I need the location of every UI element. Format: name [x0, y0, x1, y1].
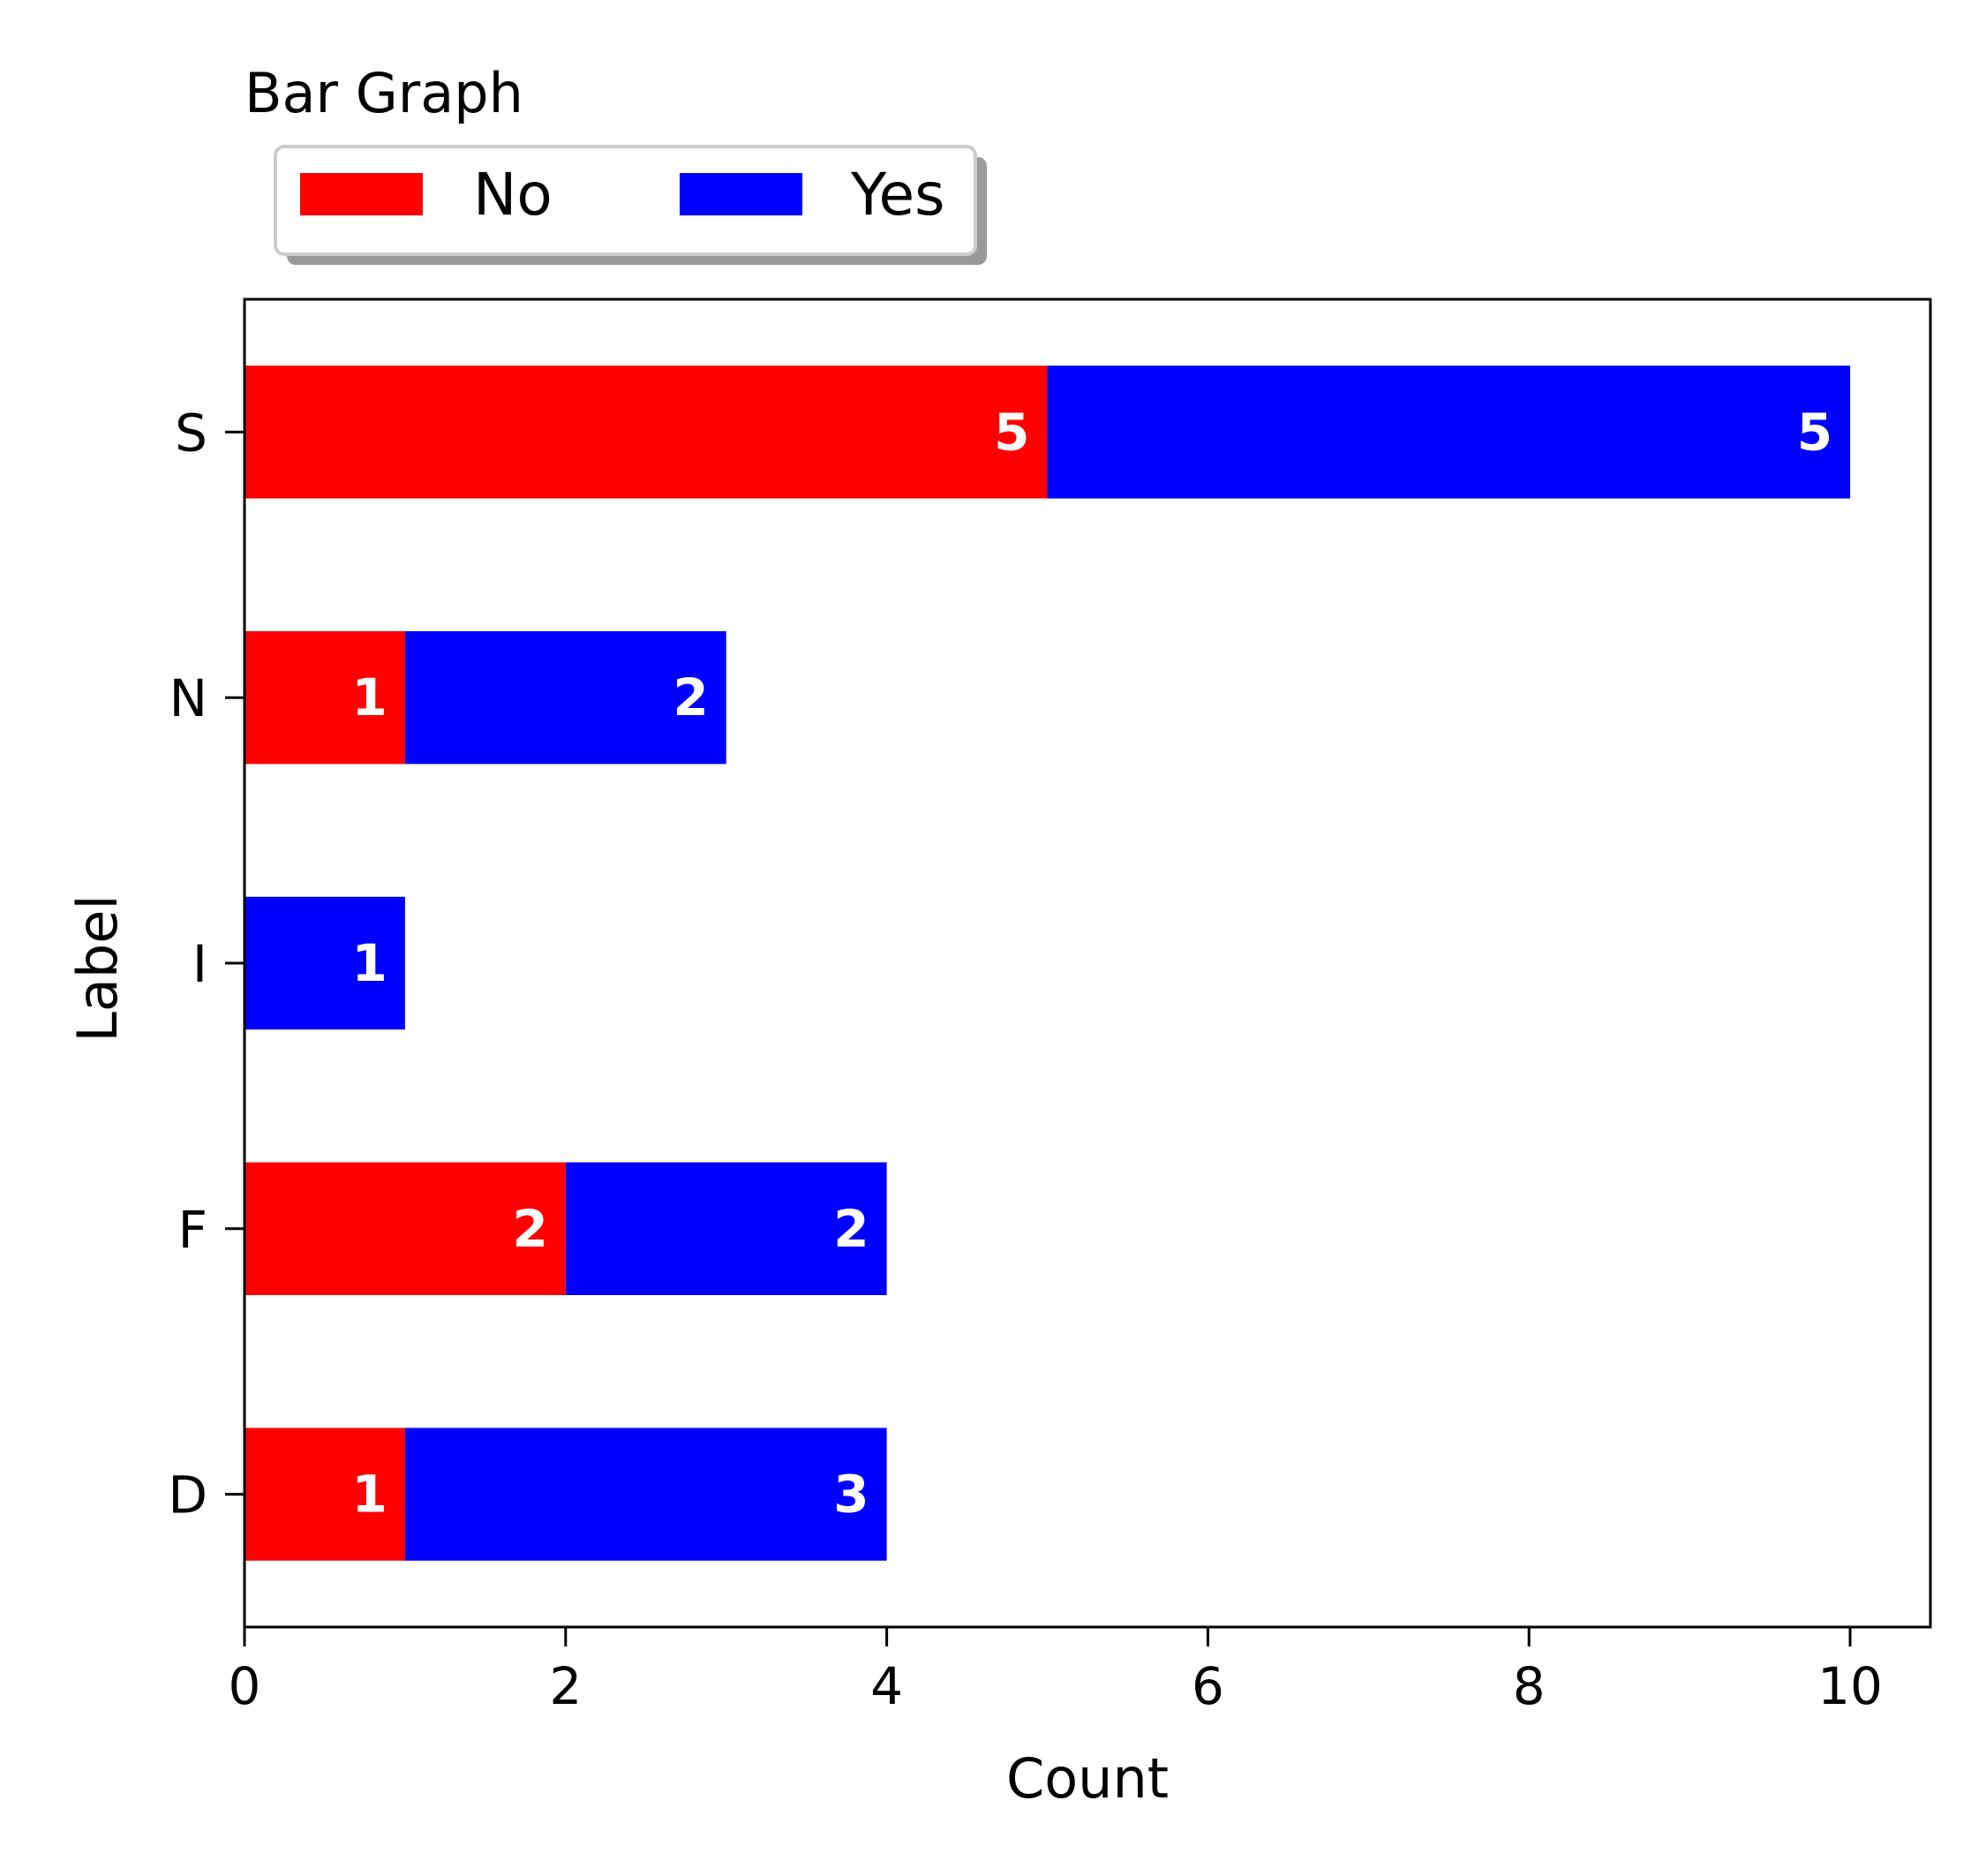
bar-yes-N — [404, 631, 726, 765]
data-label-yes-F: 2 — [833, 1199, 869, 1259]
y-tick-label-S: S — [175, 403, 207, 463]
data-label-no-N: 1 — [352, 667, 387, 727]
y-tick-label-N: N — [169, 668, 207, 728]
y-tick-label-I: I — [192, 934, 207, 994]
data-label-yes-N: 2 — [673, 667, 708, 727]
bars-layer: 1 3 2 2 1 1 2 5 5 — [244, 365, 1851, 1561]
x-tick-label-6: 6 — [1192, 1656, 1224, 1716]
bar-no-S — [244, 365, 1048, 499]
data-label-yes-S: 5 — [1797, 402, 1832, 462]
x-tick-label-0: 0 — [229, 1656, 261, 1716]
x-tick-label-10: 10 — [1817, 1656, 1883, 1716]
data-label-no-S: 5 — [994, 402, 1029, 462]
bar-yes-I — [244, 896, 405, 1030]
y-axis-title: Label — [65, 894, 130, 1042]
legend-label-no: No — [473, 161, 553, 229]
bar-no-D — [244, 1428, 405, 1561]
legend: No Yes — [274, 145, 987, 265]
chart-title: Bar Graph — [244, 61, 523, 125]
ticks-layer: D F I N S 0 2 4 6 8 10 — [168, 403, 1883, 1716]
data-label-no-F: 2 — [512, 1199, 547, 1259]
y-tick-label-D: D — [168, 1465, 207, 1526]
x-axis-title: Count — [1006, 1746, 1169, 1811]
bar-no-F — [244, 1162, 566, 1295]
data-label-yes-I: 1 — [352, 933, 387, 993]
legend-swatch-yes — [680, 173, 802, 215]
bar-no-N — [244, 631, 405, 765]
data-label-yes-D: 3 — [833, 1465, 869, 1525]
bar-yes-S — [1047, 365, 1851, 499]
data-label-no-D: 1 — [352, 1465, 387, 1525]
x-tick-label-8: 8 — [1513, 1656, 1546, 1716]
bar-yes-D — [404, 1428, 887, 1561]
x-tick-label-4: 4 — [870, 1656, 903, 1716]
legend-swatch-no — [300, 173, 423, 215]
bar-yes-F — [565, 1162, 887, 1295]
y-tick-label-F: F — [178, 1200, 207, 1260]
x-tick-label-2: 2 — [549, 1656, 582, 1716]
plot-frame — [243, 298, 1932, 1629]
legend-label-yes: Yes — [850, 161, 945, 229]
